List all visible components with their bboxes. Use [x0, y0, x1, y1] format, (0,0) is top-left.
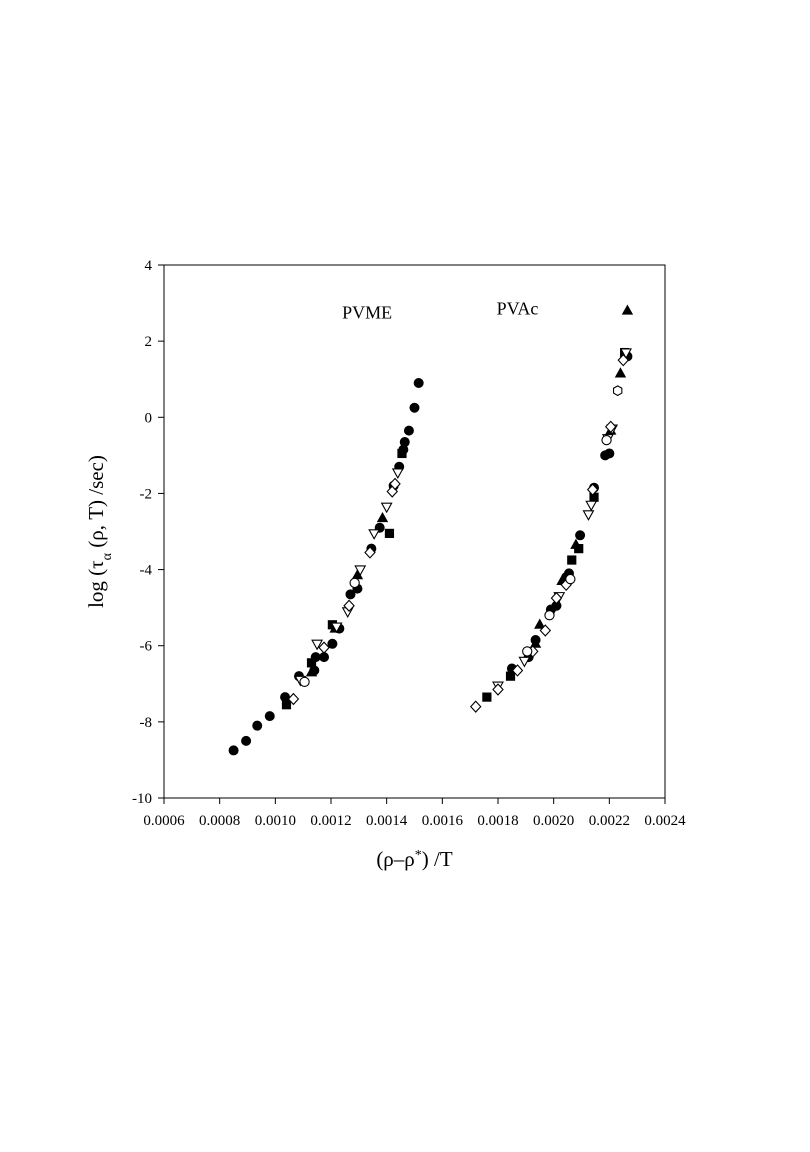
data-point [567, 555, 577, 565]
data-point [529, 637, 542, 648]
data-point [376, 511, 389, 523]
data-point [492, 683, 504, 696]
data-point [575, 530, 586, 541]
data-point [318, 641, 330, 654]
x-axis-label: (ρ–ρ*) /T [376, 847, 453, 871]
data-point [505, 671, 516, 681]
x-tick-label: 0.0014 [366, 813, 408, 829]
y-tick-label: 0 [145, 410, 153, 426]
x-tick-label: 0.0024 [644, 813, 686, 829]
data-point [601, 434, 612, 446]
axis-ticks: 0.0006 0.0008 0.0010 0.0012 0.0014 0.0016 0.00… [132, 258, 686, 829]
x-tick-label: 0.0020 [533, 813, 574, 829]
data-point [349, 577, 360, 589]
data-point [264, 711, 275, 722]
data-point [281, 700, 292, 710]
data-point [397, 448, 407, 459]
y-axis-label-subscript: α [100, 552, 115, 560]
data-point [413, 378, 424, 389]
data-point [345, 589, 356, 600]
data-point [621, 304, 634, 315]
data-point [612, 385, 623, 397]
data-point [391, 468, 404, 480]
data-point [585, 500, 598, 512]
data-point [299, 676, 310, 688]
data-point [319, 652, 330, 663]
y-axis-label: log (τα (ρ, T) /sec) [84, 455, 115, 608]
data-point [306, 658, 317, 668]
data-point [518, 656, 531, 668]
data-point [330, 622, 343, 634]
annotation-label: PVME [342, 302, 392, 322]
data-point [252, 720, 263, 731]
data-point [389, 477, 401, 491]
annotation-label: PVAc [497, 298, 539, 318]
data-point [617, 353, 629, 367]
data-points [228, 304, 634, 756]
data-point [534, 618, 546, 629]
data-point [586, 483, 599, 496]
x-tick-label: 0.0012 [310, 813, 351, 829]
y-tick-label: -6 [140, 639, 153, 655]
data-point [364, 546, 376, 559]
y-tick-label: -8 [140, 715, 153, 731]
annotations: PVME PVAc [342, 298, 538, 322]
data-point [409, 402, 420, 413]
data-point [511, 664, 524, 677]
data-point [550, 591, 563, 605]
x-tick-label: 0.0018 [477, 813, 518, 829]
data-point [604, 448, 615, 459]
data-point [287, 692, 300, 706]
data-point [305, 666, 318, 677]
data-point [604, 420, 617, 434]
data-point [384, 528, 395, 539]
data-point [403, 425, 414, 436]
data-point [614, 367, 627, 378]
data-point [582, 510, 595, 521]
y-tick-label: -2 [140, 486, 153, 502]
data-point [565, 573, 576, 585]
x-tick-label: 0.0016 [422, 813, 464, 829]
x-tick-label: 0.0022 [589, 813, 630, 829]
data-point [228, 745, 239, 756]
data-point [380, 502, 393, 514]
data-point [327, 638, 338, 649]
data-point [399, 437, 410, 448]
data-point [311, 639, 324, 651]
y-tick-label: -4 [140, 563, 153, 579]
data-point [482, 692, 492, 702]
x-tick-label: 0.0010 [255, 813, 296, 829]
data-point [570, 538, 582, 549]
plot-frame [163, 264, 666, 799]
x-axis-label-superscript: * [415, 848, 422, 863]
y-tick-label: -10 [132, 791, 152, 807]
x-tick-label: 0.0006 [143, 813, 185, 829]
data-point [522, 646, 533, 657]
y-tick-label: 2 [145, 334, 153, 350]
y-tick-label: 4 [145, 258, 153, 274]
data-point [354, 565, 367, 577]
x-tick-label: 0.0008 [199, 813, 240, 829]
data-point [544, 610, 555, 621]
data-point [539, 624, 552, 637]
data-point [368, 529, 381, 540]
data-point [343, 599, 355, 612]
data-point [620, 348, 632, 360]
data-point [469, 700, 482, 713]
data-point [241, 735, 252, 746]
